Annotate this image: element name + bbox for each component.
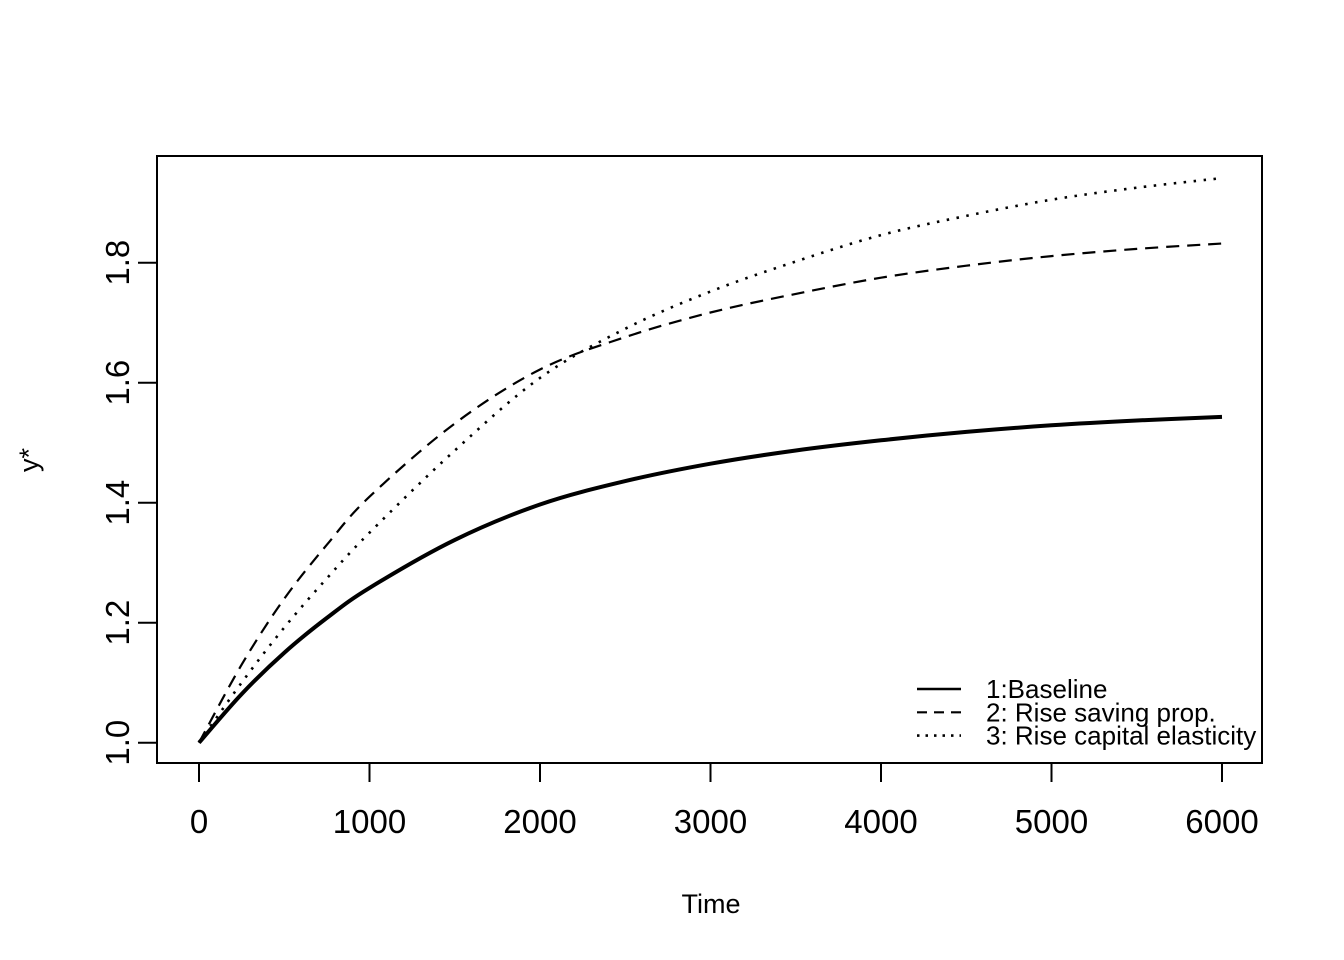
- legend-label: 3: Rise capital elasticity: [986, 721, 1256, 751]
- series-line-1: [197, 414, 1223, 745]
- legend-label: 2: Rise saving prop.: [986, 697, 1216, 727]
- y-tick-label: 1.4: [99, 480, 136, 526]
- x-tick-label: 4000: [844, 803, 917, 840]
- y-axis-title: y*: [14, 448, 44, 473]
- x-tick-label: 3000: [674, 803, 747, 840]
- y-tick-label: 1.0: [99, 720, 136, 766]
- x-tick-label: 6000: [1185, 803, 1258, 840]
- x-tick-label: 2000: [503, 803, 576, 840]
- x-tick-label: 0: [190, 803, 208, 840]
- x-tick-label: 1000: [333, 803, 406, 840]
- series-line-2: [198, 242, 1223, 744]
- legend-label: 1:Baseline: [986, 674, 1107, 704]
- series-line-3: [197, 176, 1223, 744]
- y-tick-label: 1.6: [99, 360, 136, 406]
- y-tick-label: 1.8: [99, 240, 136, 286]
- y-tick-label: 1.2: [99, 600, 136, 646]
- x-axis-title: Time: [682, 889, 741, 919]
- x-tick-label: 5000: [1015, 803, 1088, 840]
- plot-box: [156, 155, 1263, 764]
